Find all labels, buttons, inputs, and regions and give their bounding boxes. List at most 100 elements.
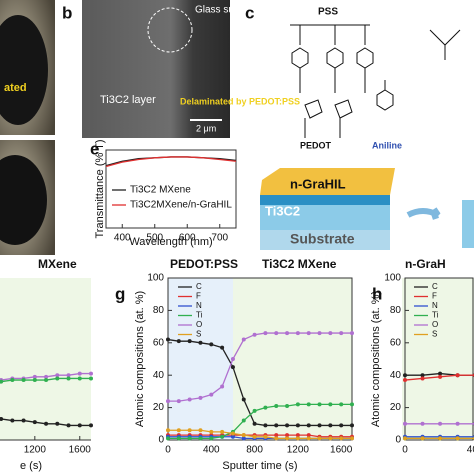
region-label: MXene xyxy=(38,257,77,271)
point xyxy=(285,433,290,438)
region-shade xyxy=(0,278,91,440)
legend-label: N xyxy=(196,301,202,310)
point xyxy=(166,436,170,441)
panel-label: h xyxy=(372,284,382,303)
illustration-partial xyxy=(462,200,474,248)
point xyxy=(220,384,225,389)
point xyxy=(438,374,443,379)
point xyxy=(285,331,290,336)
point xyxy=(295,402,300,407)
y-tick-label: 80 xyxy=(390,305,402,316)
scale-label: 2 μm xyxy=(196,123,216,133)
point xyxy=(274,403,279,408)
x-tick-label: 1600 xyxy=(330,445,353,456)
legend-label: O xyxy=(196,320,202,329)
point xyxy=(455,421,460,426)
point xyxy=(176,399,181,404)
point xyxy=(187,339,192,344)
region-shade xyxy=(168,278,233,440)
chem-structure xyxy=(290,24,370,45)
point xyxy=(317,402,322,407)
x-axis-label: Wavelength (nm) xyxy=(129,236,212,248)
point xyxy=(317,436,322,441)
point xyxy=(306,331,311,336)
point xyxy=(263,423,268,428)
point xyxy=(295,433,300,438)
point xyxy=(176,436,181,441)
point xyxy=(66,376,71,381)
point xyxy=(209,392,214,397)
point xyxy=(176,428,181,433)
photo-label: ated xyxy=(4,82,27,94)
point xyxy=(198,428,203,433)
point xyxy=(306,423,311,428)
point xyxy=(339,436,344,441)
point xyxy=(252,434,257,439)
point xyxy=(198,436,203,441)
x-axis-label: Sputter time (s) xyxy=(222,460,297,472)
point xyxy=(55,376,60,381)
highlight xyxy=(147,7,193,53)
substrate-layer xyxy=(260,205,390,230)
legend-label: C xyxy=(196,282,202,291)
point xyxy=(89,371,93,376)
x-tick-label: 1200 xyxy=(287,445,310,456)
point xyxy=(350,436,354,441)
sem-label: Ti3C2 layer xyxy=(100,94,156,106)
point xyxy=(55,373,60,378)
point xyxy=(339,402,344,407)
point xyxy=(350,402,354,407)
y-tick-label: 60 xyxy=(153,337,165,348)
point xyxy=(209,342,214,347)
point xyxy=(44,374,49,379)
x-tick-label: 400 xyxy=(114,233,131,244)
layer-label: Substrate xyxy=(290,231,355,247)
point xyxy=(166,428,170,433)
point xyxy=(220,429,225,434)
legend-label: N xyxy=(432,301,438,310)
point xyxy=(328,331,333,336)
series-line xyxy=(0,372,91,381)
point xyxy=(403,373,407,378)
point xyxy=(55,421,60,426)
point xyxy=(241,436,246,441)
point xyxy=(274,423,279,428)
point xyxy=(230,431,235,436)
point xyxy=(438,436,443,441)
layer-label: Ti3C2 xyxy=(265,203,300,218)
point xyxy=(176,339,181,344)
series-line xyxy=(0,377,91,383)
sem-image xyxy=(82,0,230,138)
point xyxy=(21,378,26,383)
sem-label: Delaminated by PEDOT:PSS xyxy=(180,96,300,106)
graphil-layer xyxy=(260,168,395,195)
point xyxy=(328,402,333,407)
y-tick-label: 0 xyxy=(395,435,401,446)
y-axis-label: Atomic compositions (at. %) xyxy=(370,291,382,427)
point xyxy=(187,436,192,441)
x-tick-label: 700 xyxy=(211,233,228,244)
legend-label: S xyxy=(196,330,201,339)
point xyxy=(0,379,4,384)
x-tick-label: 600 xyxy=(179,233,196,244)
y-axis-label: Transmittance (% T) xyxy=(94,139,106,238)
x-tick-label: 400 xyxy=(203,445,220,456)
point xyxy=(220,434,225,439)
region-label: n-GraH xyxy=(405,257,446,271)
point xyxy=(66,423,71,428)
point xyxy=(328,423,333,428)
point xyxy=(252,421,257,426)
legend-label: C xyxy=(432,282,438,291)
point xyxy=(241,418,246,423)
point xyxy=(230,434,235,439)
point xyxy=(44,378,49,383)
y-tick-label: 100 xyxy=(147,273,164,284)
point xyxy=(198,395,203,400)
point xyxy=(403,378,407,383)
point xyxy=(274,436,279,441)
region-label: Ti3C2 MXene xyxy=(262,257,337,271)
point xyxy=(420,376,425,381)
point xyxy=(32,378,37,383)
point xyxy=(295,436,300,441)
